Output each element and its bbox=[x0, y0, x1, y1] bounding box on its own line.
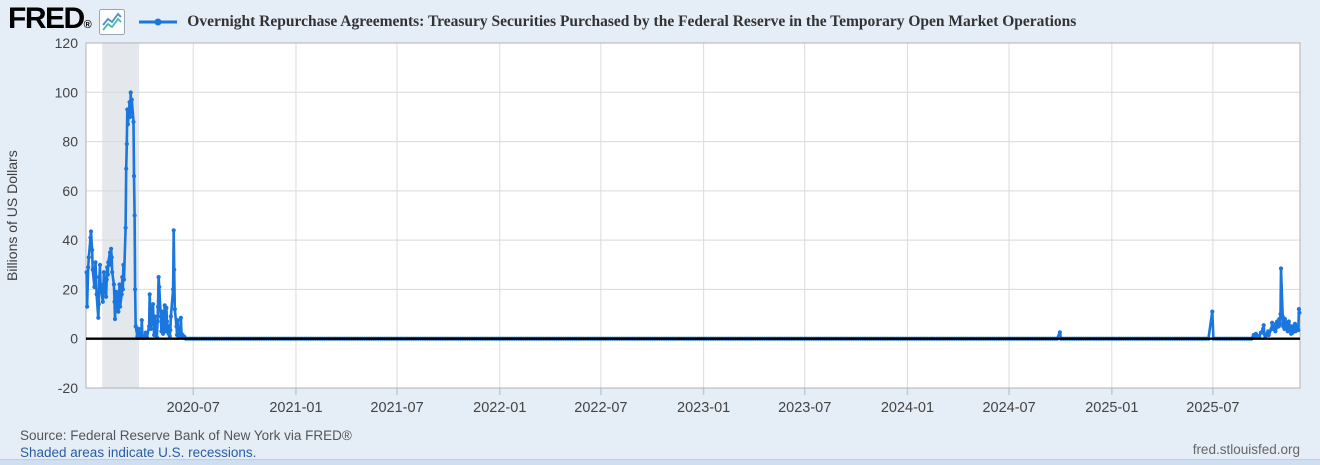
registered-mark: ® bbox=[83, 19, 92, 31]
x-tick-label: 2023-01 bbox=[677, 400, 730, 416]
y-tick-label: 0 bbox=[70, 331, 78, 347]
y-tick-label: 20 bbox=[62, 281, 78, 297]
x-tick-label: 2023-07 bbox=[778, 400, 831, 416]
chart-header: FRED® Overnight Repurchase Agreements: T… bbox=[8, 4, 1076, 40]
y-tick-label: 100 bbox=[55, 84, 79, 100]
series-title: Overnight Repurchase Agreements: Treasur… bbox=[187, 13, 1077, 30]
y-tick-label: 60 bbox=[62, 183, 78, 199]
x-tick-label: 2024-01 bbox=[881, 400, 934, 416]
fred-sparkline-icon[interactable] bbox=[99, 9, 126, 35]
plot-border bbox=[85, 42, 1301, 389]
y-tick-label: -20 bbox=[58, 380, 78, 396]
bottom-bar bbox=[0, 459, 1320, 465]
y-tick-label: 120 bbox=[55, 35, 79, 51]
x-tick-label: 2025-07 bbox=[1186, 400, 1239, 416]
x-tick-label: 2022-07 bbox=[574, 400, 627, 416]
recession-note-link[interactable]: Shaded areas indicate U.S. recessions. bbox=[20, 445, 257, 460]
fred-logo[interactable]: FRED® bbox=[8, 2, 92, 35]
legend-line-marker bbox=[138, 17, 178, 27]
fred-site-link[interactable]: fred.stlouisfed.org bbox=[1192, 442, 1300, 457]
plot-background bbox=[86, 43, 1300, 388]
source-note: Source: Federal Reserve Bank of New York… bbox=[20, 427, 352, 461]
x-tick-label: 2024-07 bbox=[982, 400, 1035, 416]
x-tick-label: 2021-01 bbox=[269, 400, 322, 416]
x-tick-label: 2025-01 bbox=[1085, 400, 1138, 416]
source-text: Source: Federal Reserve Bank of New York… bbox=[20, 428, 352, 443]
x-tick-label: 2021-07 bbox=[370, 400, 423, 416]
y-tick-label: 40 bbox=[62, 232, 78, 248]
y-tick-label: 80 bbox=[62, 134, 78, 150]
x-tick-label: 2022-01 bbox=[473, 400, 526, 416]
x-tick-label: 2020-07 bbox=[167, 400, 220, 416]
